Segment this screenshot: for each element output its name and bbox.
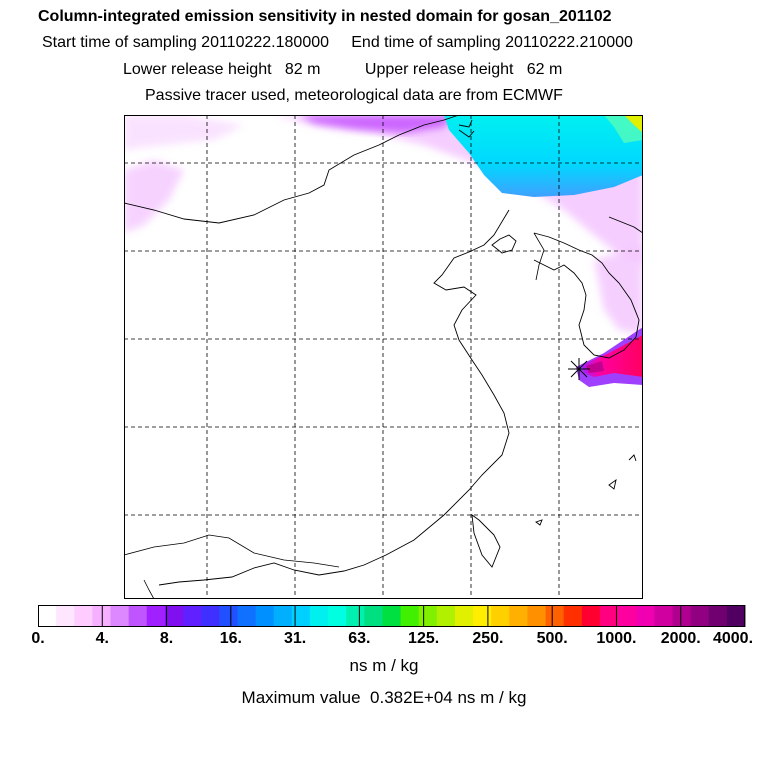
- colorbar-tick-label: 63.: [348, 630, 371, 647]
- borders: [124, 232, 545, 599]
- colorbar-cells: [38, 605, 746, 627]
- sensitivity-low-west: [124, 115, 244, 150]
- colorbar-cell: [563, 605, 583, 627]
- colorbar-cell: [346, 605, 365, 627]
- colorbar-cell: [309, 605, 329, 627]
- colorbar-cell: [364, 605, 383, 627]
- colorbar-cell: [726, 605, 746, 627]
- colorbar-cell: [201, 605, 220, 627]
- lower-release-label: Lower release height 82 m: [123, 61, 321, 78]
- tracer-info: Passive tracer used, meteorological data…: [145, 87, 563, 104]
- colorbar-cell: [92, 605, 112, 627]
- maximum-value: Maximum value 0.382E+04 ns m / kg: [241, 688, 527, 707]
- chart-title: Column-integrated emission sensitivity i…: [38, 8, 612, 25]
- colorbar-cell: [183, 605, 202, 627]
- colorbar-cell: [110, 605, 130, 627]
- colorbar-cell: [291, 605, 311, 627]
- colorbar-unit: ns m / kg: [349, 656, 419, 675]
- colorbar-cell: [328, 605, 347, 627]
- colorbar-cell: [599, 605, 619, 627]
- colorbar-cell: [509, 605, 528, 627]
- colorbar-tick-label: 0.: [31, 630, 45, 647]
- sensitivity-field: [124, 115, 643, 387]
- colorbar-cell: [255, 605, 275, 627]
- colorbar-tick-label: 8.: [159, 630, 174, 647]
- colorbar-cell: [56, 605, 75, 627]
- colorbar-cell: [74, 605, 93, 627]
- release-heights: Lower release height 82 m Upper release …: [123, 61, 768, 79]
- upper-release-label: Upper release height 62 m: [364, 61, 563, 78]
- colorbar-cell: [672, 605, 692, 627]
- colorbar-frame: [38, 605, 745, 627]
- sensitivity-high-plume: [444, 115, 643, 197]
- colorbar-cell: [237, 605, 257, 627]
- sensitivity-receptor-core: [586, 361, 604, 373]
- colorbar-cell: [400, 605, 420, 627]
- colorbar-tick-label: 4000.: [712, 630, 754, 647]
- colorbar-tick-label: 125.: [408, 630, 440, 647]
- colorbar: [38, 605, 746, 627]
- colorbar-dividers: [101, 605, 682, 627]
- colorbar-cell: [146, 605, 166, 627]
- colorbar-tick-label: 16.: [219, 630, 242, 647]
- colorbar-cell: [454, 605, 474, 627]
- colorbar-cell: [38, 605, 57, 627]
- colorbar-cell: [382, 605, 402, 627]
- colorbar-cell: [690, 605, 710, 627]
- colorbar-tick-label: 31.: [283, 630, 307, 647]
- sensitivity-plume-peak: [624, 115, 643, 133]
- colorbar-cell: [164, 605, 184, 627]
- colorbar-tick-label: 4.: [95, 630, 109, 647]
- colorbar-cell: [473, 605, 492, 627]
- colorbar-cell: [436, 605, 456, 627]
- colorbar-cell: [581, 605, 601, 627]
- colorbar-cell: [273, 605, 293, 627]
- colorbar-cell: [654, 605, 673, 627]
- emission-sensitivity-map: [124, 115, 643, 599]
- colorbar-cell: [636, 605, 655, 627]
- sensitivity-low-korea: [594, 245, 643, 335]
- colorbar-tick-label: 250.: [472, 630, 504, 647]
- map-frame: [124, 115, 643, 599]
- colorbar-cell: [491, 605, 510, 627]
- end-time-label: End time of sampling 20110222.210000: [351, 34, 633, 51]
- colorbar-cell: [618, 605, 637, 627]
- colorbar-tick-label: 2000.: [660, 630, 701, 647]
- colorbar-tick-label: 500.: [536, 630, 568, 647]
- colorbar-cell: [219, 605, 238, 627]
- start-time-label: Start time of sampling 20110222.180000: [42, 34, 330, 51]
- graticule: [124, 115, 643, 599]
- sensitivity-low-northwest: [124, 160, 184, 233]
- colorbar-cell: [527, 605, 547, 627]
- colorbar-tick-label: 1000.: [596, 630, 637, 647]
- colorbar-cell: [128, 605, 148, 627]
- coastlines: [124, 115, 643, 586]
- colorbar-cell: [545, 605, 565, 627]
- receptor-marker-icon: [568, 358, 590, 380]
- sampling-times: Start time of sampling 20110222.180000 E…: [42, 34, 768, 52]
- colorbar-cell: [708, 605, 728, 627]
- colorbar-cell: [418, 605, 438, 627]
